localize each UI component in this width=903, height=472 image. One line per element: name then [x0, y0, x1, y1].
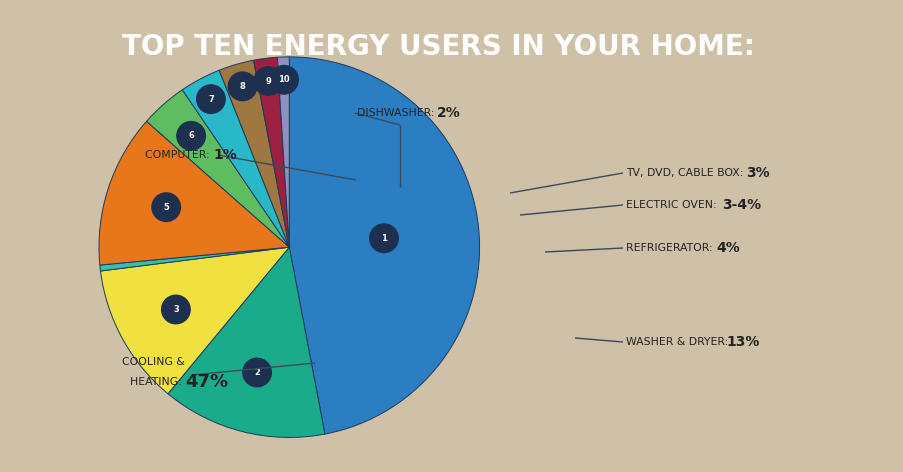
Text: COMPUTER:: COMPUTER: — [144, 150, 213, 160]
Text: 9: 9 — [265, 76, 271, 85]
Wedge shape — [219, 60, 289, 247]
Text: 13%: 13% — [725, 335, 759, 349]
Text: 7: 7 — [208, 95, 214, 104]
Text: TOP TEN ENERGY USERS IN YOUR HOME:: TOP TEN ENERGY USERS IN YOUR HOME: — [122, 33, 754, 61]
Wedge shape — [289, 57, 479, 434]
Circle shape — [152, 193, 181, 221]
Circle shape — [162, 295, 190, 324]
Text: DISHWASHER:: DISHWASHER: — [357, 108, 438, 118]
Text: 47%: 47% — [185, 373, 228, 391]
Circle shape — [243, 358, 271, 387]
Text: 4%: 4% — [715, 241, 739, 255]
Text: TV, DVD, CABLE BOX:: TV, DVD, CABLE BOX: — [625, 168, 746, 178]
Text: 5: 5 — [163, 202, 169, 211]
Text: 8: 8 — [239, 82, 245, 91]
Text: 3-4%: 3-4% — [721, 198, 760, 212]
Circle shape — [254, 67, 283, 95]
Text: ELECTRIC OVEN:: ELECTRIC OVEN: — [625, 200, 720, 210]
Wedge shape — [99, 247, 289, 271]
Text: 1: 1 — [381, 234, 386, 243]
Wedge shape — [168, 247, 324, 438]
Text: HEATING:: HEATING: — [130, 377, 185, 387]
Text: 2%: 2% — [436, 106, 461, 120]
Wedge shape — [146, 90, 289, 247]
Circle shape — [177, 122, 205, 150]
Text: 3%: 3% — [745, 166, 768, 180]
Circle shape — [197, 85, 225, 113]
Text: 10: 10 — [278, 75, 290, 84]
Text: 1%: 1% — [213, 148, 237, 162]
Circle shape — [269, 66, 298, 94]
Text: COOLING &: COOLING & — [122, 357, 185, 367]
Circle shape — [228, 72, 256, 101]
Text: REFRIGERATOR:: REFRIGERATOR: — [625, 243, 715, 253]
Wedge shape — [98, 121, 289, 265]
Wedge shape — [182, 70, 289, 247]
Text: 6: 6 — [188, 131, 194, 140]
Wedge shape — [277, 57, 289, 247]
Text: WASHER & DRYER:: WASHER & DRYER: — [625, 337, 731, 347]
Wedge shape — [254, 57, 289, 247]
Text: 3: 3 — [172, 305, 179, 314]
Wedge shape — [100, 247, 289, 394]
Circle shape — [369, 224, 398, 253]
Text: 2: 2 — [254, 368, 260, 377]
